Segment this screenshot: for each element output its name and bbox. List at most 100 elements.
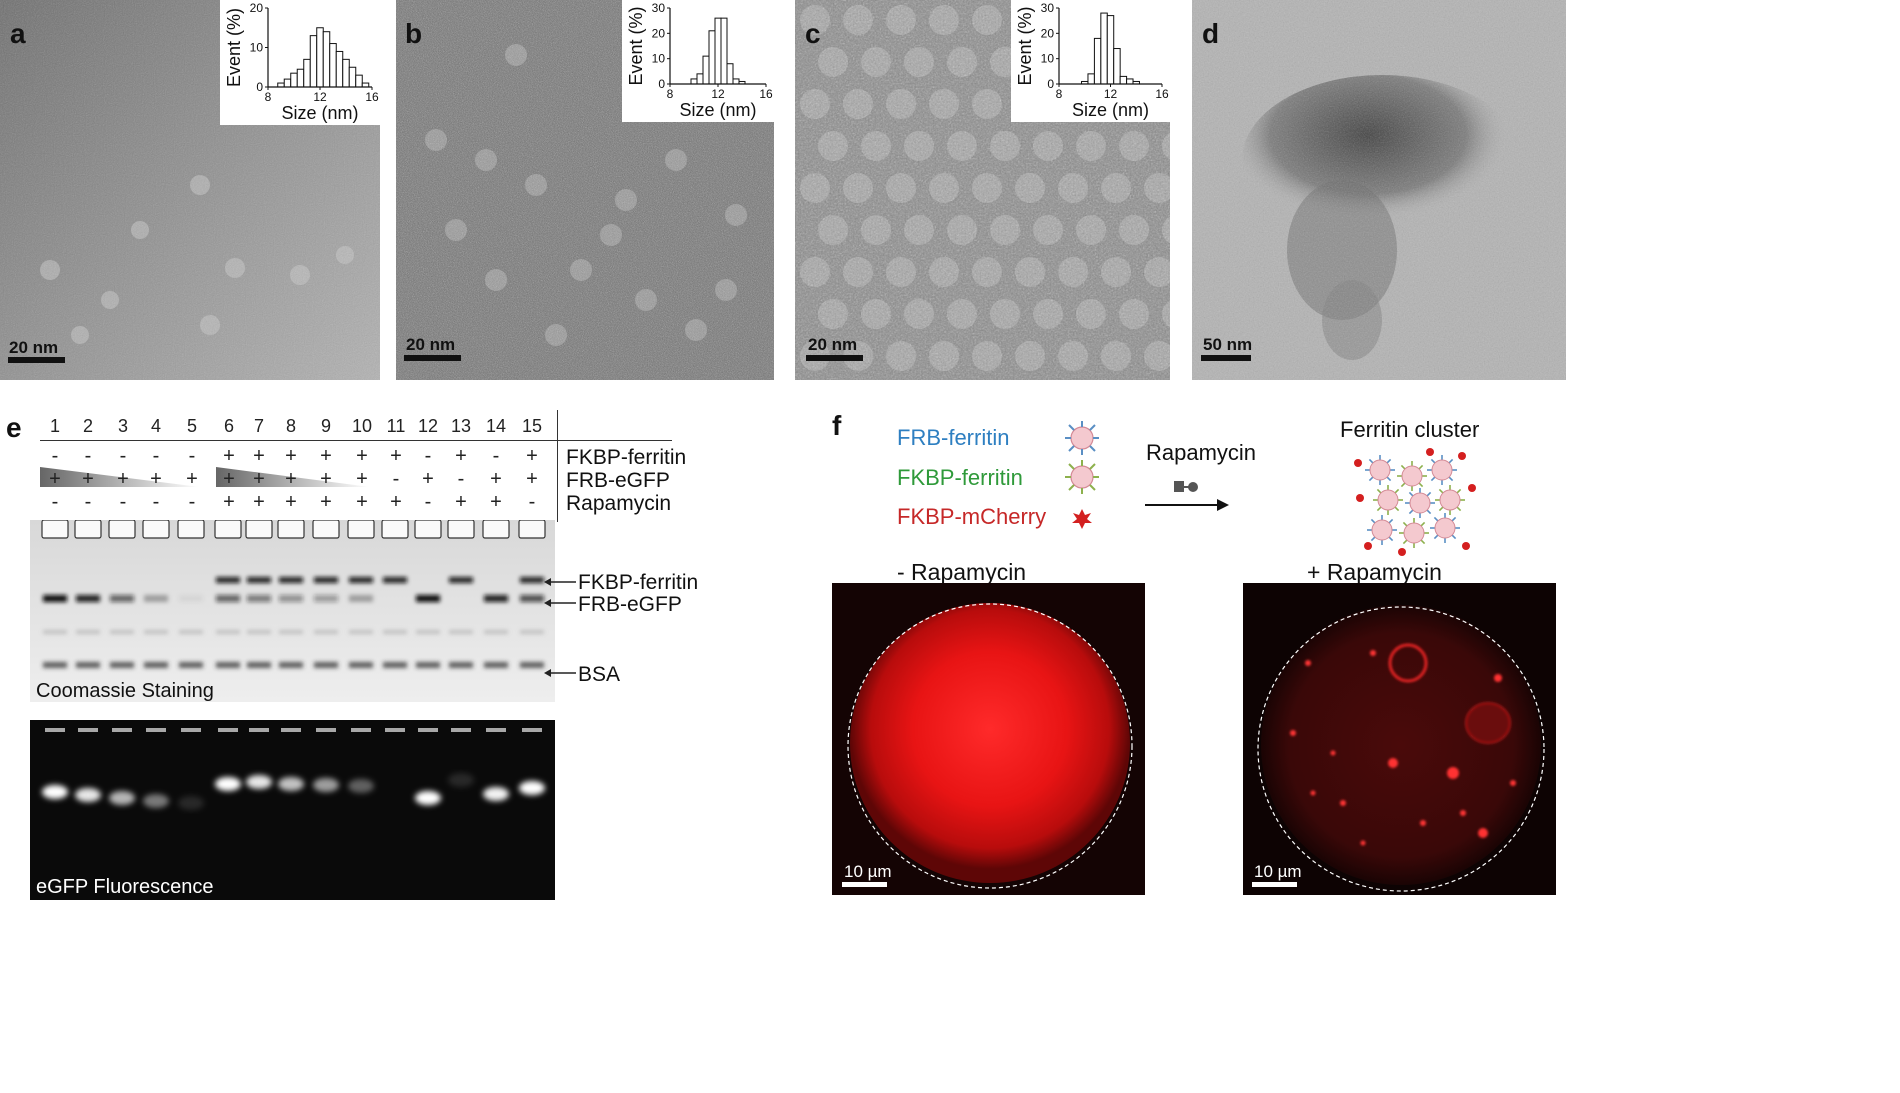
gel-well <box>108 520 136 539</box>
cluster-ferritin-icon <box>1367 515 1397 545</box>
sign-cell: - <box>84 491 92 513</box>
histogram-bar <box>714 17 722 85</box>
bsa-band <box>216 662 240 668</box>
gel-well <box>381 520 409 539</box>
x-axis-label: Size (nm) <box>1072 100 1149 120</box>
histogram-bar <box>290 72 298 88</box>
mcherry-dot <box>1354 459 1362 467</box>
gel-well <box>177 520 205 539</box>
egfp-band <box>484 595 508 602</box>
egfp-band <box>144 595 168 602</box>
histogram-bar <box>1113 48 1121 85</box>
scale-bar-d <box>1201 355 1251 361</box>
lane-number: 2 <box>82 416 93 436</box>
gel-well <box>214 520 242 539</box>
histogram-bar <box>355 74 363 88</box>
fluor-band <box>313 778 339 792</box>
sign-cell: + <box>285 445 297 467</box>
x-tick-label: 8 <box>265 90 272 104</box>
legend-fkbp-ferritin: FKBP-ferritin <box>897 465 1023 490</box>
lane-number: 10 <box>351 416 373 436</box>
fluor-well <box>249 728 269 732</box>
fluorescence-image-plus <box>1243 583 1556 895</box>
fkbp-mcherry-icon <box>1072 509 1092 529</box>
lane-number: 1 <box>49 416 60 436</box>
sign-cell: + <box>223 491 235 513</box>
fkbp-ferritin-icon <box>1065 460 1099 494</box>
histogram-bar <box>335 50 344 88</box>
y-tick-label: 10 <box>652 52 666 66</box>
gel-well <box>277 520 305 539</box>
mcherry-dot <box>1398 548 1406 556</box>
cluster-ferritin-icon <box>1373 485 1403 515</box>
arrow-label: Rapamycin <box>1146 440 1257 465</box>
mcherry-dot <box>1462 542 1470 550</box>
y-tick-label: 0 <box>658 77 665 91</box>
fluor-well <box>146 728 166 732</box>
x-axis-label: Size (nm) <box>679 100 756 120</box>
cluster-ferritin-icon <box>1399 518 1429 548</box>
sign-cell: + <box>150 468 162 490</box>
fluor-well <box>218 728 238 732</box>
histogram-bar <box>1093 37 1102 85</box>
reaction-arrow <box>1145 499 1229 511</box>
tem-image-c <box>795 0 1170 380</box>
fluor-band <box>215 777 241 791</box>
egfp-band <box>76 595 100 602</box>
scale-bar-b <box>404 355 461 361</box>
fluor-band <box>348 779 374 793</box>
histogram-bar <box>726 63 734 85</box>
lane-number: 4 <box>150 416 161 436</box>
faint-band <box>383 630 407 634</box>
y-tick-label: 10 <box>1041 52 1055 66</box>
fluor-well <box>418 728 438 732</box>
faint-band <box>216 630 240 634</box>
y-tick-label: 0 <box>256 80 263 94</box>
egfp-band <box>247 595 271 602</box>
x-tick-label: 8 <box>1056 87 1063 101</box>
lane-number: 6 <box>223 416 234 436</box>
faint-band <box>449 630 473 634</box>
fluor-well <box>112 728 132 732</box>
histogram-bar <box>342 58 350 88</box>
histogram-c: 8 12 16 0 10 20 30 Size (nm) Event (%) <box>1011 0 1170 122</box>
frb-ferritin-icon <box>1065 421 1099 455</box>
sign-cell: + <box>490 491 502 513</box>
panel-letter-b: b <box>405 18 423 49</box>
sign-cell: + <box>422 468 434 490</box>
histogram-bar <box>708 30 716 85</box>
band-arrows <box>544 578 576 677</box>
sign-cell: - <box>152 491 160 513</box>
coomassie-caption: Coomassie Staining <box>36 680 214 702</box>
ferritin-cluster-diagram <box>1354 448 1476 556</box>
y-axis-label: Event (%) <box>1015 6 1035 85</box>
ferritin-band <box>349 577 373 583</box>
scale-bar-a <box>8 357 65 363</box>
histogram-bar <box>1126 78 1134 85</box>
sign-cell: + <box>253 491 265 513</box>
scale-label-c: 20 nm <box>808 335 858 354</box>
faint-band <box>314 630 338 634</box>
gel-well <box>74 520 102 539</box>
bsa-band <box>314 662 338 668</box>
fluor-well <box>351 728 371 732</box>
fluor-well <box>451 728 471 732</box>
sign-cell: + <box>253 468 265 490</box>
bsa-band <box>383 662 407 668</box>
bsa-band <box>43 662 67 668</box>
histogram-bar <box>348 66 357 88</box>
panel-letter-c: c <box>805 18 821 49</box>
lane-number: 5 <box>186 416 197 436</box>
x-tick-label: 12 <box>313 90 327 104</box>
histogram-bar <box>1106 15 1115 85</box>
mcherry-dot <box>1468 484 1476 492</box>
faint-band <box>279 630 303 634</box>
histogram-bar <box>303 58 311 88</box>
sign-cell: + <box>320 491 332 513</box>
fluor-well <box>316 728 336 732</box>
cluster-ferritin-icon <box>1430 513 1460 543</box>
sign-cell: + <box>526 445 538 467</box>
sign-cell: + <box>356 468 368 490</box>
lane-number: 13 <box>450 416 472 436</box>
histogram-a: 8 12 16 0 10 20 Size (nm) Event (%) <box>220 0 380 125</box>
